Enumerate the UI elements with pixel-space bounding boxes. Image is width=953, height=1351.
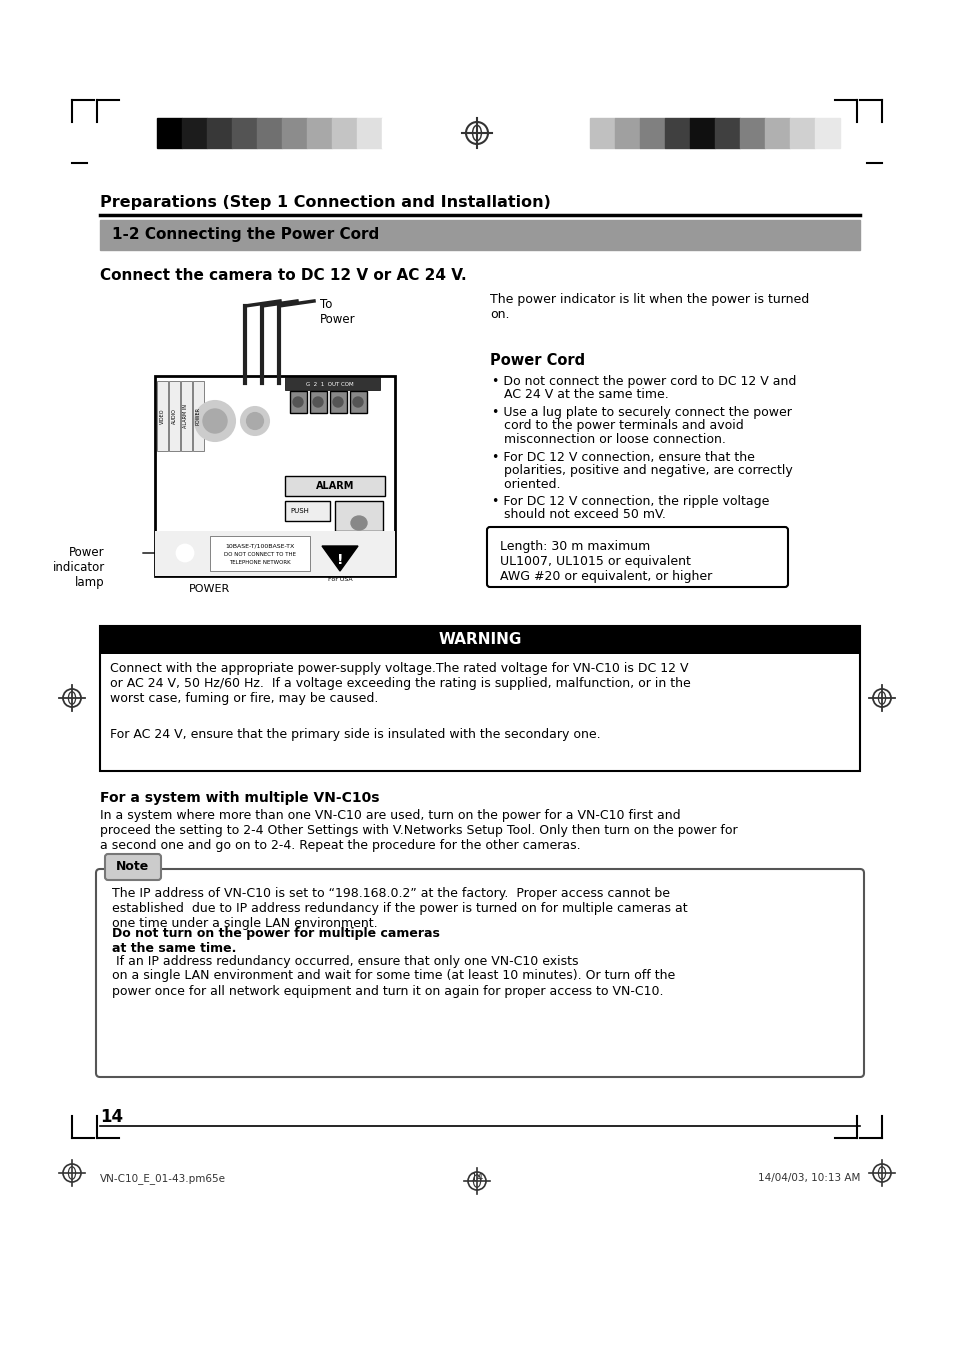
Text: For AC 24 V, ensure that the primary side is insulated with the secondary one.: For AC 24 V, ensure that the primary sid… <box>110 728 600 740</box>
Circle shape <box>333 397 343 407</box>
Text: UL1007, UL1015 or equivalent: UL1007, UL1015 or equivalent <box>499 555 690 567</box>
Text: Connect with the appropriate power-supply voltage.The rated voltage for VN-C10 i: Connect with the appropriate power-suppl… <box>110 662 690 705</box>
Bar <box>157 381 168 451</box>
Text: misconnection or loose connection.: misconnection or loose connection. <box>492 434 725 446</box>
FancyBboxPatch shape <box>105 854 161 880</box>
Bar <box>182 118 207 149</box>
Bar <box>350 390 367 413</box>
Text: polarities, positive and negative, are correctly: polarities, positive and negative, are c… <box>492 463 792 477</box>
Bar <box>764 118 789 149</box>
Text: !: ! <box>336 553 343 567</box>
Bar <box>714 118 740 149</box>
Bar <box>100 626 859 771</box>
Bar <box>356 118 381 149</box>
Circle shape <box>241 407 269 435</box>
Text: Power
indicator
lamp: Power indicator lamp <box>52 546 105 589</box>
Bar <box>639 118 664 149</box>
Bar <box>740 118 764 149</box>
Text: To
Power: To Power <box>319 299 355 326</box>
Text: 14: 14 <box>470 1173 483 1183</box>
Bar <box>589 118 615 149</box>
Bar <box>232 118 256 149</box>
Bar <box>381 118 407 149</box>
Text: Connect the camera to DC 12 V or AC 24 V.: Connect the camera to DC 12 V or AC 24 V… <box>100 267 466 282</box>
Text: For a system with multiple VN-C10s: For a system with multiple VN-C10s <box>100 790 379 805</box>
FancyBboxPatch shape <box>486 527 787 586</box>
Bar <box>207 118 232 149</box>
Bar <box>814 118 840 149</box>
Polygon shape <box>322 546 357 571</box>
Bar <box>285 476 385 496</box>
Text: Preparations (Step 1 Connection and Installation): Preparations (Step 1 Connection and Inst… <box>100 195 550 209</box>
Text: ALARM: ALARM <box>315 481 354 490</box>
Bar <box>154 531 395 576</box>
Bar <box>100 626 859 654</box>
Bar <box>290 390 307 413</box>
Ellipse shape <box>351 516 367 530</box>
Text: If an IP address redundancy occurred, ensure that only one VN-C10 exists
on a si: If an IP address redundancy occurred, en… <box>112 955 675 997</box>
Bar <box>789 118 814 149</box>
Text: POWER: POWER <box>190 584 231 594</box>
Text: The IP address of VN-C10 is set to “198.168.0.2” at the factory.  Proper access : The IP address of VN-C10 is set to “198.… <box>112 888 687 929</box>
Bar <box>689 118 714 149</box>
Text: TELEPHONE NETWORK: TELEPHONE NETWORK <box>229 561 291 566</box>
Text: oriented.: oriented. <box>492 477 560 490</box>
Bar <box>169 381 180 451</box>
Text: POWER: POWER <box>195 407 200 426</box>
Text: 1-2 Connecting the Power Cord: 1-2 Connecting the Power Cord <box>112 227 379 242</box>
Bar <box>181 381 192 451</box>
Circle shape <box>353 397 363 407</box>
Circle shape <box>177 544 193 561</box>
Text: AWG #20 or equivalent, or higher: AWG #20 or equivalent, or higher <box>499 570 712 584</box>
Circle shape <box>246 412 263 430</box>
Bar <box>285 377 379 390</box>
Bar <box>285 501 330 521</box>
Text: • For DC 12 V connection, ensure that the: • For DC 12 V connection, ensure that th… <box>492 450 754 463</box>
Bar <box>310 390 327 413</box>
Circle shape <box>293 397 303 407</box>
Bar <box>210 536 310 571</box>
Circle shape <box>194 401 234 440</box>
Text: Do not turn on the power for multiple cameras
at the same time.: Do not turn on the power for multiple ca… <box>112 928 439 955</box>
FancyBboxPatch shape <box>96 869 863 1077</box>
Text: G  2  1  OUT COM: G 2 1 OUT COM <box>306 381 354 386</box>
Text: should not exceed 50 mV.: should not exceed 50 mV. <box>492 508 665 521</box>
Text: Power Cord: Power Cord <box>490 353 584 367</box>
Text: 14: 14 <box>100 1108 123 1125</box>
Bar <box>307 118 332 149</box>
Text: VN-C10_E_01-43.pm65e: VN-C10_E_01-43.pm65e <box>100 1173 226 1183</box>
Text: • Use a lug plate to securely connect the power: • Use a lug plate to securely connect th… <box>492 407 791 419</box>
Bar <box>256 118 282 149</box>
Text: VIDEO: VIDEO <box>159 408 164 424</box>
Text: In a system where more than one VN-C10 are used, turn on the power for a VN-C10 : In a system where more than one VN-C10 a… <box>100 809 737 852</box>
Text: 14/04/03, 10:13 AM: 14/04/03, 10:13 AM <box>757 1173 859 1183</box>
Text: cord to the power terminals and avoid: cord to the power terminals and avoid <box>492 420 743 432</box>
Text: Note: Note <box>116 861 150 874</box>
Bar <box>335 501 382 531</box>
Text: DO NOT CONNECT TO THE: DO NOT CONNECT TO THE <box>224 553 295 558</box>
Text: WARNING: WARNING <box>437 632 521 647</box>
Bar <box>157 118 182 149</box>
Bar <box>615 118 639 149</box>
Circle shape <box>313 397 323 407</box>
Bar <box>332 118 356 149</box>
Bar <box>330 390 347 413</box>
Text: AC 24 V at the same time.: AC 24 V at the same time. <box>492 389 668 401</box>
Text: For USA: For USA <box>327 577 352 582</box>
Text: ALARM IN: ALARM IN <box>183 404 189 428</box>
Bar <box>100 220 859 250</box>
Circle shape <box>203 409 227 434</box>
Text: 10BASE-T/100BASE-TX: 10BASE-T/100BASE-TX <box>225 543 294 549</box>
Text: • Do not connect the power cord to DC 12 V and: • Do not connect the power cord to DC 12… <box>492 376 796 388</box>
Bar <box>193 381 204 451</box>
Text: The power indicator is lit when the power is turned
on.: The power indicator is lit when the powe… <box>490 293 808 322</box>
Bar <box>154 376 395 576</box>
Text: • For DC 12 V connection, the ripple voltage: • For DC 12 V connection, the ripple vol… <box>492 494 768 508</box>
Bar <box>664 118 689 149</box>
Bar <box>282 118 307 149</box>
Text: PUSH: PUSH <box>290 508 309 513</box>
Text: Length: 30 m maximum: Length: 30 m maximum <box>499 540 650 553</box>
Text: AUDIO: AUDIO <box>172 408 176 424</box>
